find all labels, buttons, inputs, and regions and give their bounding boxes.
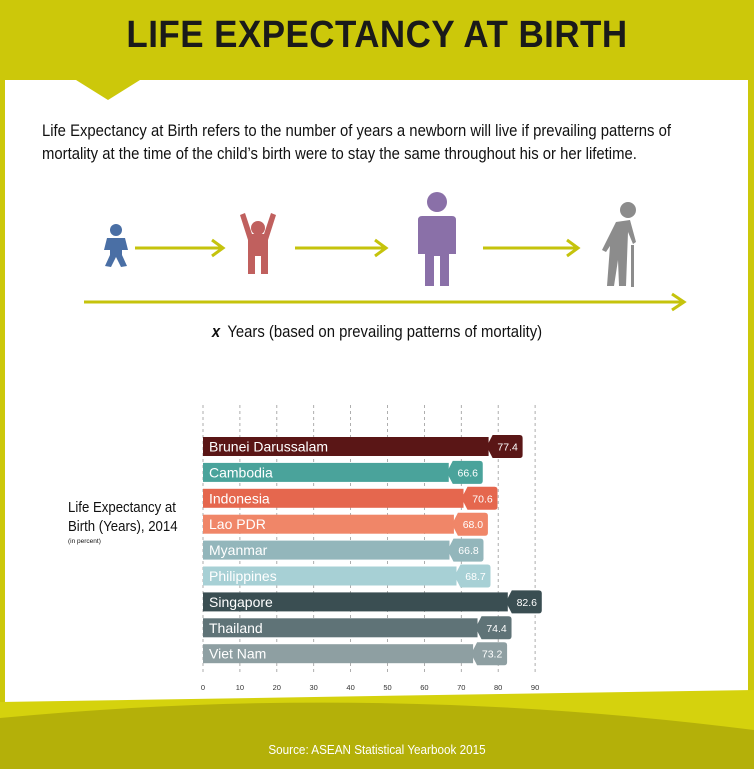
frame-right-border — [748, 80, 754, 720]
bar-value-label: 74.4 — [486, 623, 507, 635]
x-tick-label: 70 — [457, 683, 465, 692]
bar-value-label: 66.8 — [458, 545, 479, 557]
bar-category-label: Brunei Darussalam — [209, 439, 328, 455]
x-tick-label: 0 — [201, 683, 205, 692]
bar — [203, 566, 457, 586]
value-tag — [486, 435, 523, 458]
x-tick-label: 40 — [346, 683, 354, 692]
bar-category-label: Viet Nam — [209, 646, 266, 662]
bar-value-label: 82.6 — [517, 597, 538, 609]
bar — [203, 488, 464, 508]
elderly-icon — [602, 202, 636, 287]
bar — [203, 618, 478, 638]
x-tick-label: 80 — [494, 683, 502, 692]
x-tick-label: 90 — [531, 683, 539, 692]
arrow-3 — [483, 238, 581, 258]
bar-value-label: 66.6 — [458, 467, 479, 479]
x-variable: x — [211, 323, 221, 341]
x-tick-label: 10 — [236, 683, 244, 692]
child-icon — [240, 213, 276, 274]
bar-value-label: 77.4 — [497, 442, 518, 454]
header-banner — [0, 0, 754, 80]
years-caption: x Years (based on prevailing patterns of … — [38, 323, 717, 342]
x-tick-label: 30 — [310, 683, 318, 692]
arrow-1 — [135, 238, 226, 258]
header-pointer — [76, 80, 140, 100]
value-tag — [446, 460, 483, 484]
years-caption-text: Years (based on prevailing patterns of m… — [227, 323, 543, 341]
x-tick-label: 60 — [420, 683, 428, 692]
footer-band — [0, 690, 754, 769]
bar-value-label: 70.6 — [472, 493, 493, 505]
bar-category-label: Myanmar — [209, 542, 268, 558]
value-tag — [475, 616, 512, 640]
bar-category-label: Lao PDR — [209, 516, 266, 532]
page-title: LIFE EXPECTANCY AT BIRTH — [126, 14, 628, 56]
bar — [203, 540, 450, 560]
bar — [203, 514, 454, 534]
bar — [203, 644, 474, 664]
chart-side-label: Life Expectancy at Birth (Years), 2014 — [68, 499, 178, 535]
bar-chart: 0 10 20 30 40 50 60 70 80 90 Brunei Darussalam 77.4… — [201, 405, 542, 692]
value-tag — [505, 590, 542, 614]
frame-left-border — [0, 80, 5, 720]
bar-value-label: 68.7 — [465, 571, 486, 583]
value-tag — [454, 564, 491, 588]
bar-category-label: Singapore — [209, 594, 273, 610]
definition-text: Life Expectancy at Birth refers to the n… — [42, 122, 671, 163]
timeline-arrow — [84, 292, 687, 312]
arrow-2 — [295, 238, 389, 258]
value-tag — [447, 538, 484, 562]
bar — [203, 462, 449, 482]
bar-category-label: Thailand — [209, 620, 263, 636]
x-tick-label: 50 — [383, 683, 391, 692]
value-tag — [451, 512, 488, 536]
bar-category-label: Indonesia — [209, 490, 270, 506]
chart-side-note: (in percent) — [68, 538, 101, 545]
bar-category-label: Philippines — [209, 568, 277, 584]
baby-icon — [104, 224, 128, 267]
x-tick-label: 20 — [273, 683, 281, 692]
bar-value-label: 68.0 — [463, 519, 484, 531]
value-tag — [471, 642, 508, 666]
bar — [203, 592, 508, 612]
bar-category-label: Cambodia — [209, 464, 273, 480]
bar — [203, 437, 489, 456]
lifecycle-diagram — [84, 192, 687, 312]
bar-value-label: 73.2 — [482, 649, 503, 661]
source-note: Source: ASEAN Statistical Yearbook 2015 — [268, 742, 486, 757]
adult-icon — [418, 192, 456, 286]
value-tag — [461, 486, 498, 510]
